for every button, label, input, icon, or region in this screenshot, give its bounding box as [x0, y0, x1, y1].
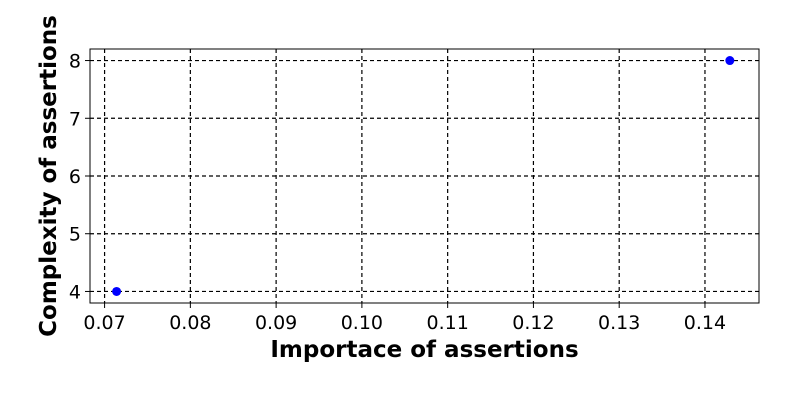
x-tick-label: 0.08 — [169, 312, 211, 334]
y-axis-title: Complexity of assertions — [36, 15, 62, 337]
data-point — [725, 56, 735, 66]
x-tick-label: 0.13 — [598, 312, 640, 334]
x-tick-label: 0.12 — [512, 312, 554, 334]
x-tick-label: 0.07 — [83, 312, 125, 334]
y-tick-label: 7 — [69, 108, 81, 130]
y-tick-label: 6 — [69, 166, 81, 188]
data-point — [112, 286, 122, 296]
x-tick-label: 0.14 — [684, 312, 726, 334]
y-tick-label: 8 — [69, 51, 81, 73]
x-tick-label: 0.10 — [341, 312, 383, 334]
grid — [90, 49, 759, 303]
y-tick-label: 5 — [69, 224, 81, 246]
x-axis-title: Importace of assertions — [270, 337, 578, 363]
y-tick-label: 4 — [69, 281, 81, 303]
x-axis-ticks: 0.07 0.08 0.09 0.10 0.11 0.12 0.13 0.14 — [83, 303, 726, 334]
x-tick-label: 0.09 — [255, 312, 297, 334]
x-tick-label: 0.11 — [427, 312, 469, 334]
y-axis-ticks: 4 5 6 7 8 — [69, 51, 90, 303]
data-points — [112, 56, 735, 296]
